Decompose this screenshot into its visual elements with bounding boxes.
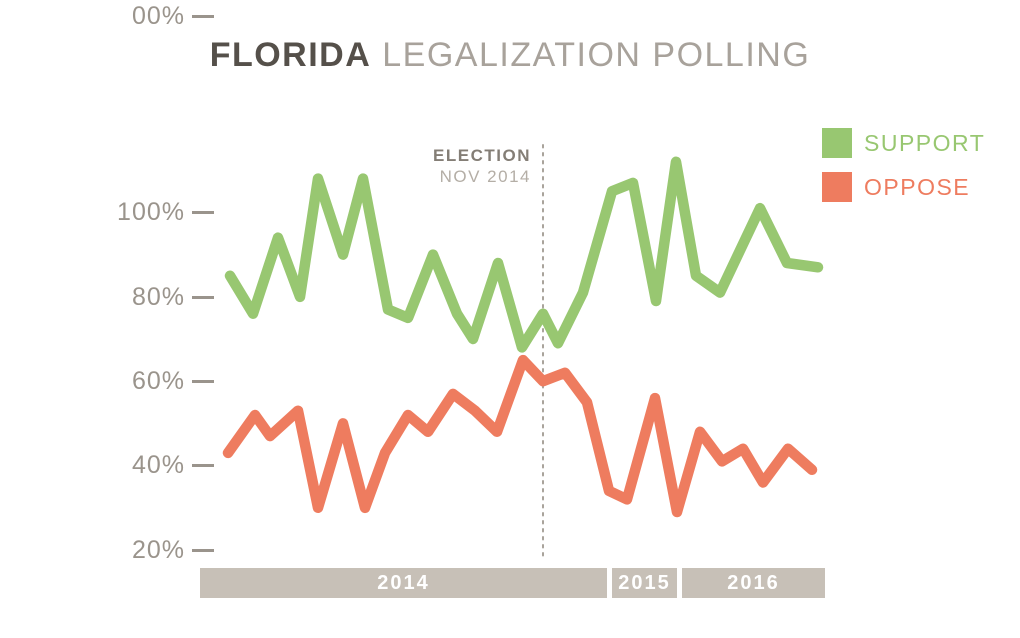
y-tick-dash xyxy=(192,14,214,18)
y-tick-dash xyxy=(192,210,214,214)
y-tick-label: 40% xyxy=(131,450,185,479)
legend-item-support: SUPPORT xyxy=(822,128,985,158)
x-axis-segment-2016: 2016 xyxy=(682,568,825,598)
y-tick-80: 80% xyxy=(90,281,214,313)
oppose-line xyxy=(222,354,818,518)
election-annotation-title: ELECTION xyxy=(433,146,531,165)
x-axis-segment-2014: 2014 xyxy=(200,568,607,598)
legend-label-support: SUPPORT xyxy=(864,129,986,156)
y-tick-40: 40% xyxy=(90,449,214,481)
x-axis-segment-2015: 2015 xyxy=(612,568,677,598)
support-swatch xyxy=(822,128,852,158)
y-tick-label: 60% xyxy=(131,366,185,395)
legend-item-oppose: OPPOSE xyxy=(822,172,985,202)
election-annotation: ELECTION NOV 2014 xyxy=(433,145,531,187)
y-tick-label: 00% xyxy=(131,1,185,30)
x-axis-label-2015: 2015 xyxy=(618,571,671,594)
title-rest: LEGALIZATION POLLING xyxy=(382,36,811,74)
y-tick-dash xyxy=(192,295,214,299)
oppose-swatch xyxy=(822,172,852,202)
title-emphasis: FLORIDA xyxy=(209,36,372,74)
y-tick-dash xyxy=(192,463,214,467)
y-tick-100: 100% xyxy=(90,196,214,228)
y-tick-20: 20% xyxy=(90,534,214,566)
page-title: FLORIDA LEGALIZATION POLLING xyxy=(0,36,1020,74)
election-annotation-date: NOV 2014 xyxy=(439,167,531,186)
y-tick-dash xyxy=(192,548,214,552)
y-tick-label: 80% xyxy=(131,282,185,311)
y-tick-60: 60% xyxy=(90,365,214,397)
x-axis-label-2016: 2016 xyxy=(727,571,780,594)
y-tick-label: 100% xyxy=(117,197,185,226)
y-tick-dash xyxy=(192,379,214,383)
support-line xyxy=(224,156,824,353)
y-tick-00: 00% xyxy=(90,0,214,32)
legend-label-oppose: OPPOSE xyxy=(864,173,971,200)
y-tick-label: 20% xyxy=(131,535,185,564)
x-axis-label-2014: 2014 xyxy=(377,571,430,594)
legend: SUPPORT OPPOSE xyxy=(822,128,985,216)
